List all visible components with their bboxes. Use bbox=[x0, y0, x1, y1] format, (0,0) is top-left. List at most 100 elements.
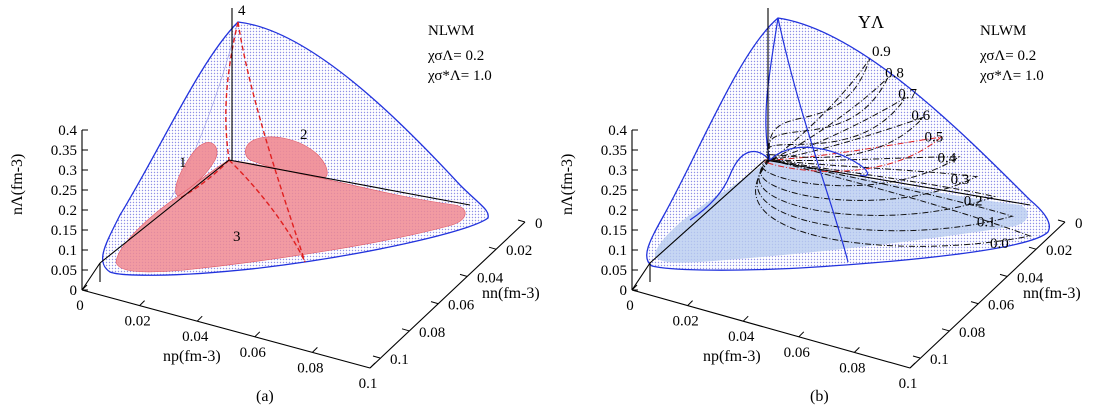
contour-line-0.4 bbox=[761, 156, 961, 187]
envelope-inner-b-4 bbox=[769, 146, 869, 177]
y-tick-mark-b-1 bbox=[1028, 246, 1037, 250]
x-tick-mark-b-2 bbox=[742, 315, 749, 322]
z-tick-label-b-5: 0.25 bbox=[601, 183, 627, 199]
region-label-2: 2 bbox=[300, 127, 308, 143]
y-tick-mark-b-5 bbox=[912, 355, 921, 359]
x-tick-mark-b-1 bbox=[687, 300, 693, 306]
envelope-inner-b-1 bbox=[765, 17, 779, 161]
y-tick-mark-b-0 bbox=[1057, 219, 1066, 223]
z-tick-label-b-4: 0.2 bbox=[608, 203, 627, 219]
panel-a: 00.050.10.150.20.250.30.350.400.020.040.… bbox=[9, 3, 543, 405]
y-tick-label-b-4: 0.08 bbox=[959, 325, 985, 341]
contour-label-0.4: 0.4 bbox=[938, 151, 957, 167]
x-axis-label-a: np(fm-3) bbox=[163, 348, 221, 365]
contour-label-0.6: 0.6 bbox=[911, 108, 930, 124]
contour-line-0.8 bbox=[767, 77, 889, 161]
x-tick-mark-b-0 bbox=[631, 284, 638, 291]
y-tick-mark-a-4 bbox=[401, 328, 410, 332]
x-tick-label-a-4: 0.08 bbox=[297, 360, 323, 376]
y-tick-label-b-2: 0.04 bbox=[1017, 270, 1044, 286]
y-tick-mark-a-5 bbox=[372, 355, 381, 359]
model-label-b: NLWM bbox=[980, 23, 1026, 39]
contour-labels-b: 0.0 0.1 0.2 0.3 0.4 0.5 0.6 0.7 0.8 0.9 bbox=[872, 44, 1009, 252]
y-tick-label-a-3: 0.06 bbox=[448, 298, 475, 314]
panel-b: 00.050.10.150.20.250.30.350.400.020.040.… bbox=[559, 8, 1083, 405]
x-tick-label-b-5: 0.1 bbox=[899, 376, 918, 392]
contour-lines-b bbox=[755, 57, 1032, 247]
envelope-outline-a bbox=[101, 21, 489, 276]
contour-line-0.0 bbox=[755, 159, 1032, 247]
y-tick-label-a-5: 0.1 bbox=[390, 352, 409, 368]
contour-line-0.3 bbox=[760, 159, 979, 201]
contour-label-0.1: 0.1 bbox=[977, 215, 996, 231]
x-tick-mark-a-5 bbox=[369, 362, 376, 369]
chart-title-b: YΛ bbox=[858, 12, 884, 32]
z-tick-label-b-8: 0.4 bbox=[608, 123, 627, 139]
x-tick-mark-b-4 bbox=[854, 347, 860, 353]
contour-label-0.7: 0.7 bbox=[898, 87, 917, 103]
ticks-a: 00.050.10.150.20.250.30.350.400.020.040.… bbox=[51, 123, 543, 392]
region-3-boundary bbox=[228, 159, 306, 263]
envelope-outline-b bbox=[646, 17, 1051, 271]
param-label-b-1: χσΛ= 0.2 bbox=[979, 48, 1036, 64]
z-tick-label-b-1: 0.05 bbox=[601, 263, 627, 279]
z-tick-label-b-2: 0.1 bbox=[608, 243, 627, 259]
y-tick-label-a-1: 0.02 bbox=[506, 243, 532, 259]
param-label-b-2: χσ*Λ= 1.0 bbox=[979, 68, 1044, 84]
x-tick-mark-b-3 bbox=[798, 331, 805, 338]
region-label-4: 4 bbox=[238, 3, 246, 19]
x-tick-label-a-0: 0 bbox=[76, 298, 84, 314]
x-tick-label-a-3: 0.06 bbox=[240, 345, 267, 361]
x-tick-label-b-4: 0.08 bbox=[839, 360, 865, 376]
region-1 bbox=[175, 142, 218, 197]
contour-label-0.5: 0.5 bbox=[924, 129, 943, 145]
contour-line-0.2 bbox=[758, 159, 997, 216]
y-tick-mark-a-0 bbox=[517, 219, 526, 223]
y-tick-label-b-0: 0 bbox=[1075, 216, 1083, 232]
z-tick-label-b-7: 0.35 bbox=[601, 143, 627, 159]
z-tick-label-a-6: 0.3 bbox=[58, 163, 77, 179]
x-tick-mark-a-1 bbox=[139, 300, 145, 306]
model-label-a: NLWM bbox=[428, 23, 474, 39]
floor-region-b bbox=[655, 160, 1028, 263]
y-tick-mark-a-1 bbox=[488, 246, 497, 250]
y-tick-mark-b-4 bbox=[941, 328, 950, 332]
x-tick-mark-b-5 bbox=[909, 362, 916, 369]
z-tick-label-b-6: 0.3 bbox=[608, 163, 627, 179]
x-tick-label-a-1: 0.02 bbox=[124, 314, 150, 330]
param-label-a-1: χσΛ= 0.2 bbox=[427, 48, 484, 64]
x-tick-label-a-5: 0.1 bbox=[359, 376, 378, 392]
region-label-3: 3 bbox=[233, 229, 241, 245]
region-label-1: 1 bbox=[179, 155, 187, 171]
envelope-inner-b-3 bbox=[689, 150, 771, 221]
contour-label-0.8: 0.8 bbox=[885, 65, 904, 81]
envelope-inner-b-2 bbox=[777, 17, 849, 263]
y-tick-label-b-3: 0.06 bbox=[988, 298, 1015, 314]
z-axis-label-a: nΛ(fm-3) bbox=[9, 154, 26, 215]
y-axis-label-a: nn(fm-3) bbox=[482, 285, 540, 302]
x-tick-mark-a-3 bbox=[254, 331, 261, 338]
z-tick-label-b-3: 0.15 bbox=[601, 223, 627, 239]
region-4-boundary-2 bbox=[237, 21, 306, 263]
contour-label-0.9: 0.9 bbox=[872, 44, 891, 60]
contour-line-0.7 bbox=[766, 97, 906, 161]
y-tick-mark-a-3 bbox=[430, 301, 439, 305]
y-tick-label-b-5: 0.1 bbox=[930, 352, 949, 368]
region-2 bbox=[245, 136, 328, 179]
contour-line-0.5 bbox=[763, 136, 943, 172]
x-tick-label-a-2: 0.04 bbox=[182, 329, 209, 345]
z-tick-label-a-7: 0.35 bbox=[51, 143, 77, 159]
z-tick-label-a-3: 0.15 bbox=[51, 223, 77, 239]
y-tick-mark-b-3 bbox=[970, 301, 979, 305]
contour-label-0.0: 0.0 bbox=[990, 236, 1009, 252]
x-axis-label-b: np(fm-3) bbox=[703, 348, 761, 365]
z-axis-label-b: nΛ(fm-3) bbox=[559, 154, 576, 215]
z-tick-label-a-0: 0 bbox=[70, 283, 78, 299]
contour-line-0.6 bbox=[764, 116, 924, 161]
param-label-a-2: χσ*Λ= 1.0 bbox=[427, 68, 492, 84]
y-tick-label-b-1: 0.02 bbox=[1046, 243, 1072, 259]
y-tick-label-a-4: 0.08 bbox=[419, 325, 445, 341]
z-tick-label-a-2: 0.1 bbox=[58, 243, 77, 259]
z-tick-label-a-8: 0.4 bbox=[58, 123, 77, 139]
